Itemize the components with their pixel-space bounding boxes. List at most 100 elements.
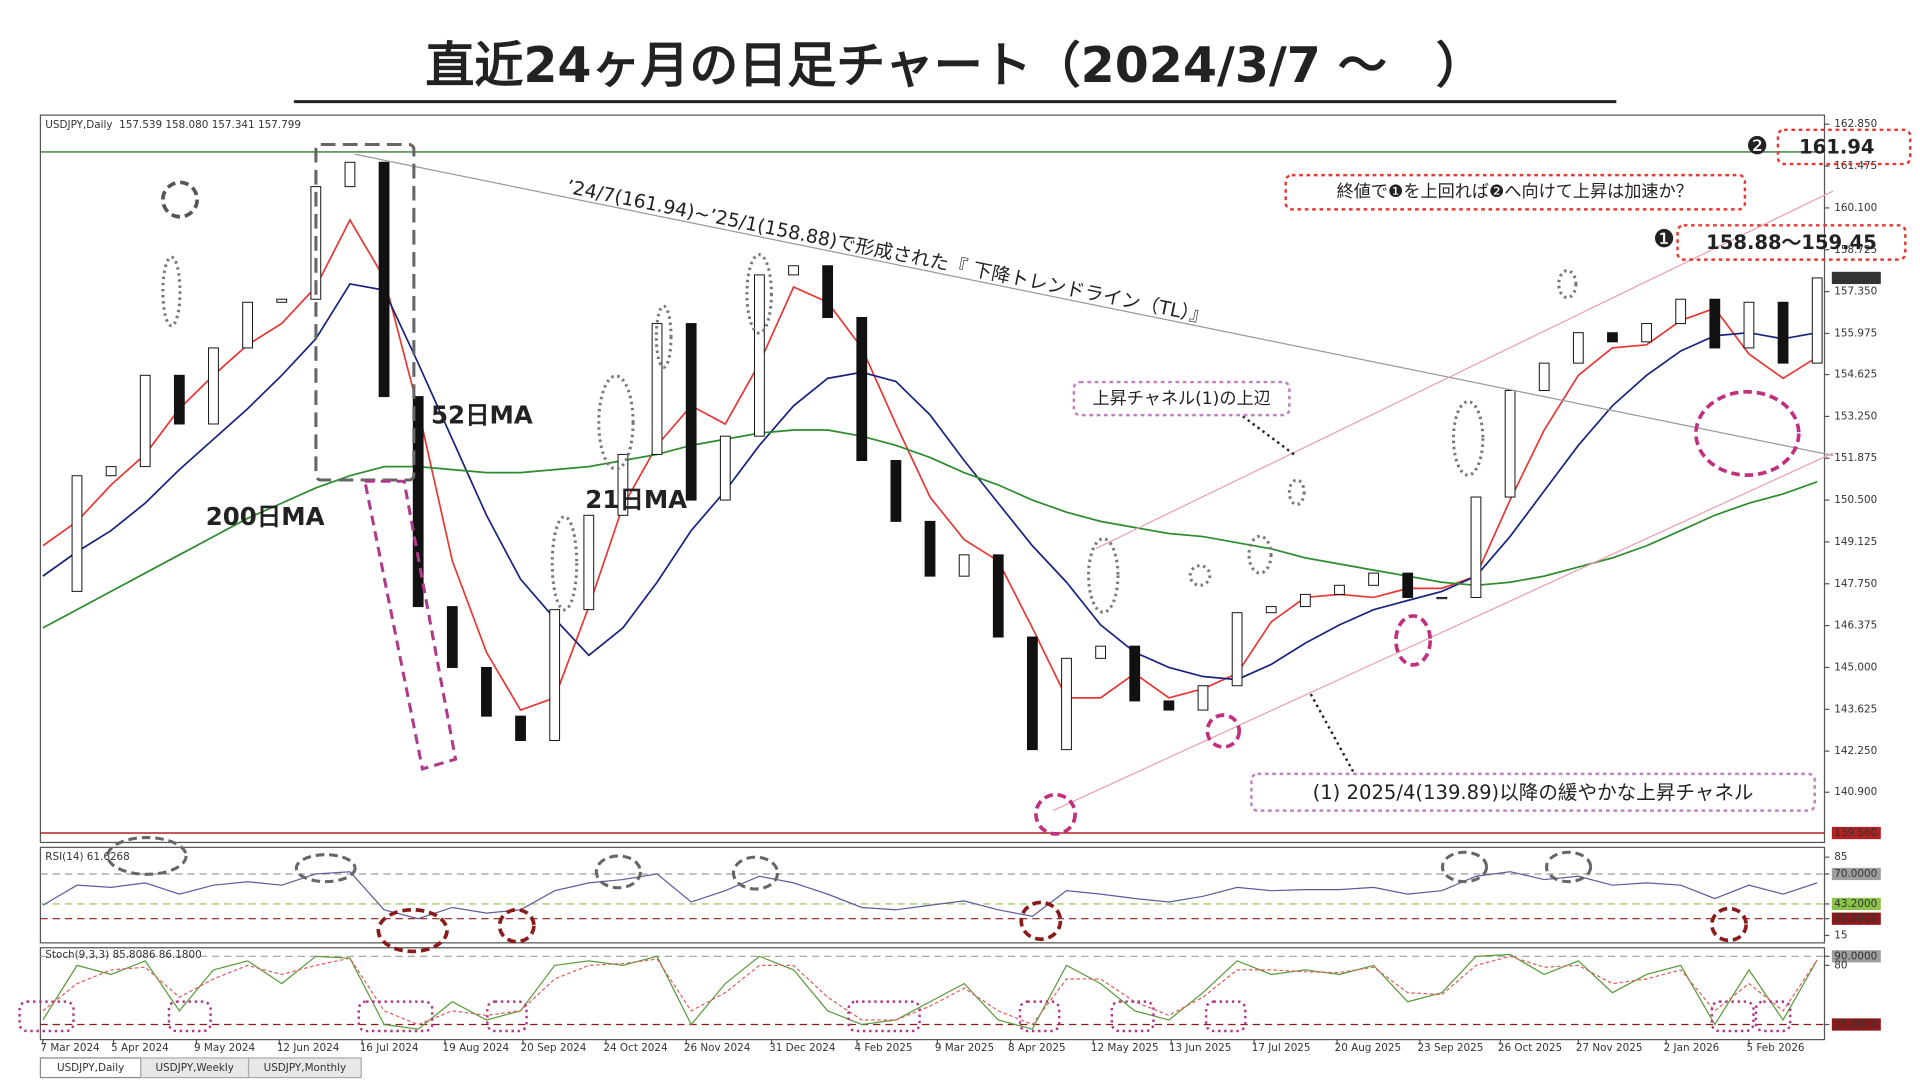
x-tick-label: 12 May 2025 — [1091, 1042, 1159, 1054]
highlight-box — [18, 1000, 75, 1033]
x-tick-label: 20 Sep 2024 — [521, 1042, 587, 1054]
x-tick-label: 8 Apr 2025 — [1008, 1042, 1066, 1054]
x-tick-label: 12 Jun 2024 — [277, 1042, 340, 1054]
annotation-shapes — [18, 128, 1912, 1033]
annotation-box — [1776, 128, 1912, 166]
level-tag — [1831, 826, 1881, 840]
candle — [1402, 572, 1414, 598]
candle — [822, 265, 834, 318]
rsi-low-marks — [376, 900, 1748, 954]
highlight-ellipse — [594, 854, 642, 890]
highlight-ellipse — [1545, 850, 1593, 884]
candle — [549, 609, 561, 741]
highlight-ellipse — [1394, 614, 1433, 667]
highlight-circle — [1188, 564, 1212, 587]
candle — [788, 265, 799, 276]
x-tick-label: 13 Jun 2025 — [1169, 1042, 1232, 1054]
candle — [378, 161, 390, 398]
candle — [1504, 390, 1516, 498]
highlight-box — [1110, 1000, 1155, 1033]
channel-upper-label: 上昇チャネル(1)の上辺 — [1093, 389, 1271, 409]
y-tick-label: 160.100 — [1834, 202, 1877, 214]
candle — [1368, 572, 1379, 586]
y-tick-label: 80 — [1834, 959, 1847, 971]
y-tick-label: 149.125 — [1834, 536, 1877, 548]
highlight-box — [363, 479, 458, 771]
tab-label[interactable]: USDJPY,Weekly — [155, 1062, 233, 1074]
candle — [1436, 596, 1448, 600]
candle — [1231, 612, 1243, 687]
y-tick-label: 161.475 — [1834, 160, 1877, 172]
highlight-ellipse — [597, 374, 635, 471]
candle — [1299, 593, 1311, 608]
x-tick-label: 2 Jan 2026 — [1664, 1042, 1720, 1054]
highlight-box — [167, 1000, 212, 1033]
x-tick-label: 9 May 2024 — [194, 1042, 256, 1054]
highlight-ellipse — [654, 304, 673, 369]
y-tick-box — [1831, 950, 1881, 963]
marker-label: ❷ — [1746, 131, 1768, 160]
tab[interactable] — [247, 1057, 362, 1079]
candle — [173, 374, 185, 425]
candle — [1061, 657, 1072, 751]
highlight-ellipse — [1087, 537, 1120, 614]
highlight-circle — [161, 180, 199, 219]
y-tick-label: 15 — [1834, 929, 1847, 941]
tab-label[interactable]: USDJPY,Daily — [57, 1062, 124, 1074]
stoch-low-marks — [18, 1000, 1792, 1033]
panel-header: USDJPY,Daily 157.539 158.080 157.341 157… — [45, 119, 301, 131]
y-tick-label: 155.975 — [1834, 327, 1877, 339]
series-label: 52日MA — [431, 400, 533, 429]
highlight-ellipse — [1694, 390, 1801, 477]
indicator-line — [42, 871, 1818, 920]
candle — [208, 347, 219, 425]
candle — [105, 466, 117, 477]
stoch-panel — [39, 947, 1826, 1041]
y-tick-label: 140.900 — [1834, 786, 1877, 798]
series-label: 200日MA — [206, 502, 325, 531]
candle — [958, 554, 970, 577]
annotation-box — [1676, 224, 1907, 261]
x-tick-label: 9 Mar 2025 — [935, 1042, 994, 1054]
candle — [1743, 301, 1755, 349]
x-tick-label: 26 Oct 2025 — [1498, 1042, 1562, 1054]
arrow — [1309, 692, 1355, 773]
note-label: 終値で❶を上回れば❷へ向けて上昇は加速か？ — [1337, 182, 1693, 202]
y-tick-label: 150.500 — [1834, 494, 1877, 506]
channel-lower — [1052, 452, 1834, 812]
channel-upper — [1095, 190, 1834, 550]
downtrend-line — [354, 153, 1834, 457]
y-tick-label: 162.850 — [1834, 118, 1877, 130]
x-tick-label: 5 Apr 2024 — [111, 1042, 169, 1054]
y-tick-label: 70.0000 — [1834, 868, 1877, 880]
tab-label[interactable]: USDJPY,Monthly — [264, 1062, 347, 1074]
highlight-ellipse — [1710, 906, 1748, 943]
rsi-high-marks — [106, 836, 1593, 891]
x-tick-label: 7 Mar 2024 — [40, 1042, 100, 1054]
moving-average — [42, 283, 1818, 681]
last-price-label: 157.799 — [1834, 272, 1877, 284]
highlight-ellipse — [497, 907, 536, 944]
marker-label: ❶ — [1653, 224, 1675, 253]
x-tick-label: 20 Aug 2025 — [1335, 1042, 1402, 1054]
candle — [276, 298, 288, 303]
tab-bar: USDJPY,Daily USDJPY,Weekly USDJPY,Monthl… — [39, 1057, 362, 1079]
candle — [1026, 636, 1038, 751]
highlight-box — [847, 1000, 921, 1033]
y-tick-label: 151.875 — [1834, 452, 1877, 464]
highlight-circle — [1205, 713, 1242, 749]
y-tick-label: 158.725 — [1834, 244, 1877, 256]
arrow — [1242, 415, 1297, 457]
y-tick-box — [1831, 1018, 1881, 1031]
highlight-ellipse — [745, 253, 773, 335]
low-marks — [1034, 390, 1801, 836]
y-tick-label: 30.0000 — [1834, 913, 1877, 925]
y-tick-box — [1831, 867, 1881, 881]
candle — [1777, 301, 1789, 364]
candle — [719, 435, 731, 501]
x-tick-label: 5 Feb 2026 — [1746, 1042, 1804, 1054]
highlight-ellipse — [294, 853, 357, 884]
candle — [1095, 645, 1107, 659]
candle — [617, 453, 629, 516]
